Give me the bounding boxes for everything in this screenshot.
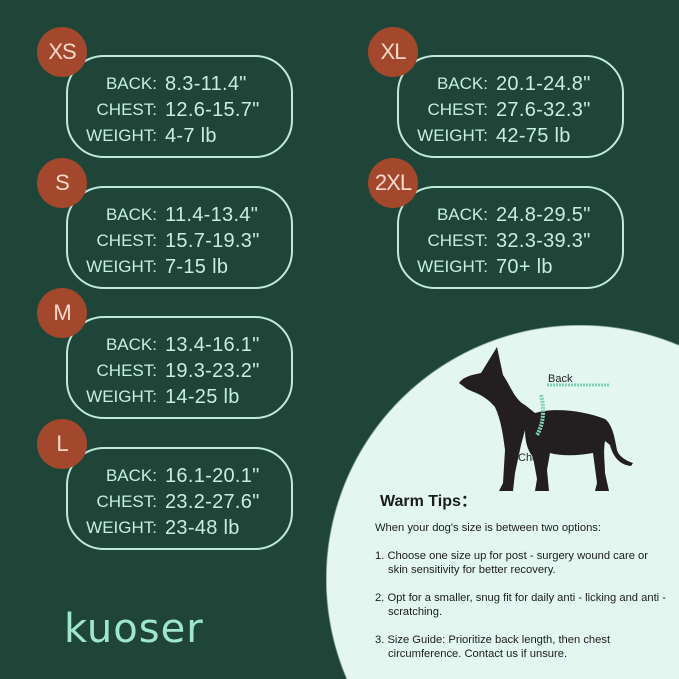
chest-label: CHEST: bbox=[96, 100, 157, 119]
chest-row: CHEST: 32.3-39.3" bbox=[399, 228, 622, 254]
size-card: BACK: 13.4-16.1" CHEST: 19.3-23.2" WEIGHT: 14… bbox=[66, 316, 293, 419]
back-row: BACK: 13.4-16.1" bbox=[68, 332, 291, 358]
tips-title: Warm Tips： bbox=[380, 493, 477, 510]
chest-value: 19.3-23.2" bbox=[165, 359, 260, 382]
weight-value: 70+ lb bbox=[496, 255, 553, 278]
chest-label: CHEST: bbox=[96, 492, 157, 511]
back-value: 16.1-20.1" bbox=[165, 464, 260, 487]
chest-value: 27.6-32.3" bbox=[496, 98, 591, 121]
back-label: Back bbox=[548, 373, 573, 385]
size-card: BACK: 8.3-11.4" CHEST: 12.6-15.7" WEIGHT: 4-7… bbox=[66, 55, 293, 158]
chest-row: CHEST: 15.7-19.3" bbox=[68, 228, 291, 254]
size-badge: S bbox=[37, 158, 87, 208]
tip-item: 2. Opt for a smaller, snug fit for daily… bbox=[375, 592, 667, 618]
back-label: BACK: bbox=[105, 205, 157, 224]
back-row: BACK: 11.4-13.4" bbox=[68, 202, 291, 228]
weight-label: WEIGHT: bbox=[86, 518, 157, 537]
chest-value: 32.3-39.3" bbox=[496, 229, 591, 252]
size-badge: XL bbox=[368, 27, 418, 77]
weight-label: WEIGHT: bbox=[86, 257, 157, 276]
chest-value: 15.7-19.3" bbox=[165, 229, 260, 252]
brand-logo: kuoser bbox=[64, 606, 204, 652]
size-card: BACK: 11.4-13.4" CHEST: 15.7-19.3" WEIGHT: 7-… bbox=[66, 186, 293, 289]
size-badge: L bbox=[37, 419, 87, 469]
back-row: BACK: 16.1-20.1" bbox=[68, 463, 291, 489]
weight-row: WEIGHT: 4-7 lb bbox=[68, 123, 291, 149]
tips-intro: When your dog's size is between two opti… bbox=[375, 522, 602, 534]
weight-row: WEIGHT: 23-48 lb bbox=[68, 515, 291, 541]
size-badge: 2XL bbox=[368, 158, 418, 208]
size-card: BACK: 24.8-29.5" CHEST: 32.3-39.3" WEIGHT: 70… bbox=[397, 186, 624, 289]
weight-value: 23-48 lb bbox=[165, 516, 240, 539]
chest-row: CHEST: 27.6-32.3" bbox=[399, 97, 622, 123]
weight-label: WEIGHT: bbox=[86, 126, 157, 145]
tip-item: 3. Size Guide: Prioritize back length, t… bbox=[375, 634, 611, 660]
chest-row: CHEST: 23.2-27.6" bbox=[68, 489, 291, 515]
size-badge: XS bbox=[37, 27, 87, 77]
weight-row: WEIGHT: 70+ lb bbox=[399, 254, 622, 280]
back-value: 11.4-13.4" bbox=[165, 203, 259, 226]
chest-label: CHEST: bbox=[427, 231, 488, 250]
weight-label: WEIGHT: bbox=[417, 257, 488, 276]
chest-value: 12.6-15.7" bbox=[165, 98, 260, 121]
weight-value: 7-15 lb bbox=[165, 255, 229, 278]
dog-diagram-icon bbox=[459, 347, 633, 491]
back-row: BACK: 24.8-29.5" bbox=[399, 202, 622, 228]
size-card: BACK: 20.1-24.8" CHEST: 27.6-32.3" WEIGHT: 42… bbox=[397, 55, 624, 158]
weight-row: WEIGHT: 42-75 lb bbox=[399, 123, 622, 149]
tip-item: 1. Choose one size up for post - surgery… bbox=[375, 550, 648, 576]
back-row: BACK: 20.1-24.8" bbox=[399, 71, 622, 97]
weight-label: WEIGHT: bbox=[417, 126, 488, 145]
weight-value: 42-75 lb bbox=[496, 124, 571, 147]
back-row: BACK: 8.3-11.4" bbox=[68, 71, 291, 97]
size-badge: M bbox=[37, 288, 87, 338]
back-label: BACK: bbox=[436, 205, 488, 224]
chest-label: CHEST: bbox=[96, 231, 157, 250]
chest-label: CHEST: bbox=[427, 100, 488, 119]
weight-value: 4-7 lb bbox=[165, 124, 217, 147]
warm-tips: Warm Tips： When your dog's size is betwe… bbox=[375, 487, 670, 675]
chest-row: CHEST: 12.6-15.7" bbox=[68, 97, 291, 123]
chest-label: Chest bbox=[518, 452, 547, 464]
chest-row: CHEST: 19.3-23.2" bbox=[68, 358, 291, 384]
back-value: 8.3-11.4" bbox=[165, 72, 247, 95]
weight-row: WEIGHT: 7-15 lb bbox=[68, 254, 291, 280]
chest-value: 23.2-27.6" bbox=[165, 490, 260, 513]
back-value: 13.4-16.1" bbox=[165, 333, 260, 356]
back-label: BACK: bbox=[105, 74, 157, 93]
back-label: BACK: bbox=[105, 335, 157, 354]
weight-label: WEIGHT: bbox=[86, 387, 157, 406]
chest-label: CHEST: bbox=[96, 361, 157, 380]
weight-value: 14-25 lb bbox=[165, 385, 240, 408]
back-value: 20.1-24.8" bbox=[496, 72, 591, 95]
back-value: 24.8-29.5" bbox=[496, 203, 591, 226]
back-label: BACK: bbox=[436, 74, 488, 93]
back-label: BACK: bbox=[105, 466, 157, 485]
size-card: BACK: 16.1-20.1" CHEST: 23.2-27.6" WEIGHT: 23… bbox=[66, 447, 293, 550]
weight-row: WEIGHT: 14-25 lb bbox=[68, 384, 291, 410]
